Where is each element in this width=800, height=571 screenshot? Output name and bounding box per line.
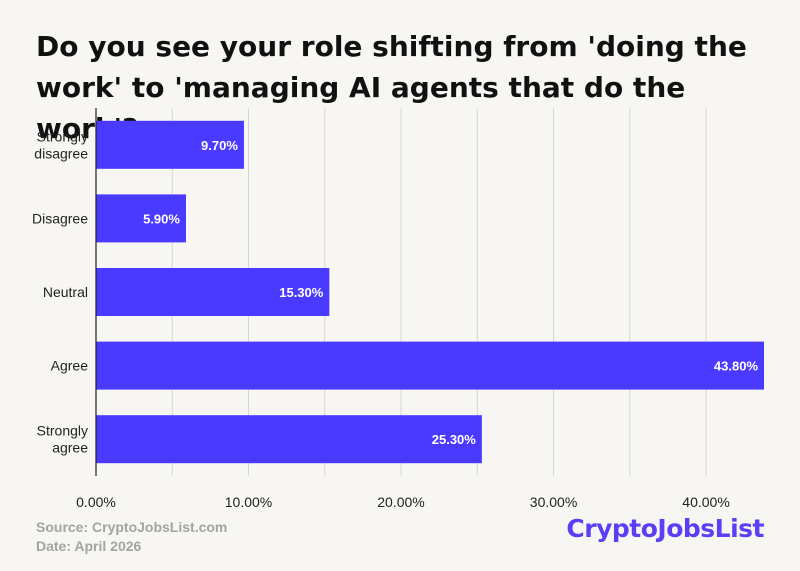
category-label: agree [52,440,88,456]
bar-value-label: 25.30% [432,432,477,447]
category-label: Strongly [37,423,88,439]
bar [96,120,244,169]
footer: Source: CryptoJobsList.com Date: April 2… [36,518,227,556]
bar-value-label: 43.80% [714,359,759,374]
x-tick-label: 0.00% [76,494,116,510]
x-tick-label: 30.00% [530,494,577,510]
bar [96,194,186,243]
bar-value-label: 15.30% [279,285,324,300]
chart-title: Do you see your role shifting from 'doin… [36,30,747,145]
bar [96,415,482,464]
category-label: Disagree [32,210,88,226]
source-note: Source: CryptoJobsList.com [36,519,228,535]
x-tick-label: 20.00% [377,494,424,510]
date-note: Date: April 2026 [36,538,142,554]
bar [96,341,764,390]
category-label: Strongly [37,128,88,144]
bar [96,268,330,316]
x-tick-label: 10.00% [225,494,272,510]
category-label: Agree [51,358,89,374]
category-label: disagree [34,145,88,161]
x-tick-label: 40.00% [682,494,729,510]
bar-value-label: 9.70% [201,138,238,153]
bar-value-label: 5.90% [143,211,180,226]
category-label: Neutral [43,284,88,300]
brand-logo: CryptoJobsList [566,514,764,543]
